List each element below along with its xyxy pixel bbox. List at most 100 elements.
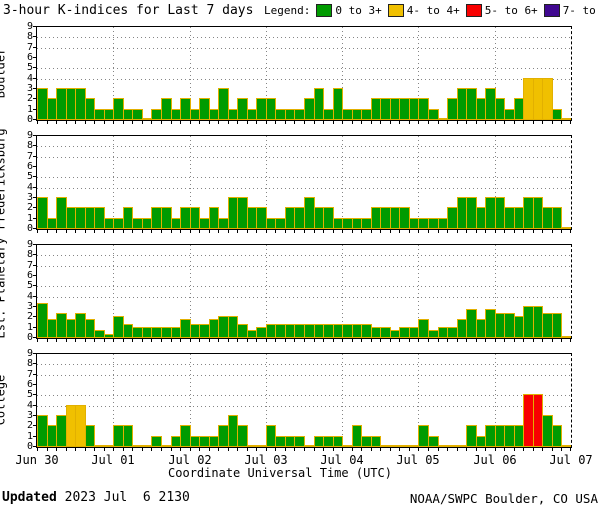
x-axis-tick xyxy=(533,448,534,451)
k-index-bar xyxy=(37,197,48,229)
x-axis-tick xyxy=(85,121,86,124)
x-axis-tick xyxy=(495,230,496,233)
x-axis-tick xyxy=(447,448,448,451)
x-axis-tick xyxy=(333,121,334,124)
x-axis-tick xyxy=(523,121,524,124)
x-axis-tick xyxy=(237,448,238,451)
x-axis-tick xyxy=(104,230,105,233)
k-index-bar xyxy=(123,425,133,447)
legend-item-label: 4- to 4+ xyxy=(406,4,460,17)
k-index-bar xyxy=(85,425,95,447)
x-axis-tick xyxy=(361,230,362,233)
x-axis-tick xyxy=(342,339,343,342)
y-tick-label: 7 xyxy=(26,369,33,380)
x-axis-tick xyxy=(495,121,496,124)
x-axis-tick xyxy=(180,121,181,124)
gridline-v xyxy=(190,136,191,229)
x-axis-tick xyxy=(75,339,76,342)
x-axis-tick xyxy=(514,121,515,124)
y-tick-label: 5 xyxy=(26,389,33,400)
x-axis-tick xyxy=(85,448,86,451)
k-index-bar xyxy=(447,445,458,447)
x-axis-tick xyxy=(409,339,410,342)
y-axis-tick xyxy=(33,316,36,317)
x-axis-tick xyxy=(266,121,267,124)
gridline-h xyxy=(37,146,571,147)
y-axis-tick xyxy=(33,156,36,157)
x-axis-tick xyxy=(228,448,229,451)
station-label: Est. Planetary xyxy=(0,237,8,339)
y-tick-label: 9 xyxy=(26,130,33,141)
gridline-h xyxy=(37,37,571,38)
x-axis-tick xyxy=(380,121,381,124)
y-tick-label: 7 xyxy=(26,42,33,53)
x-axis-tick xyxy=(142,448,143,451)
x-axis-tick xyxy=(523,230,524,233)
gridline-v xyxy=(342,354,343,447)
x-axis-tick xyxy=(466,339,467,342)
x-axis-tick xyxy=(371,230,372,233)
k-index-bar xyxy=(161,445,172,447)
x-axis-title: Coordinate Universal Time (UTC) xyxy=(168,466,392,480)
x-axis-tick xyxy=(171,339,172,342)
x-axis-tick xyxy=(56,448,57,451)
x-axis-tick xyxy=(371,448,372,451)
y-tick-label: 7 xyxy=(26,151,33,162)
x-axis-tick xyxy=(47,339,48,342)
x-axis-tick xyxy=(314,121,315,124)
x-axis-tick xyxy=(399,448,400,451)
y-tick-label: 9 xyxy=(26,239,33,250)
x-axis-tick xyxy=(504,230,505,233)
x-axis-tick xyxy=(447,339,448,342)
gridline-h xyxy=(37,79,571,80)
x-axis-tick xyxy=(342,230,343,233)
x-axis-tick xyxy=(504,121,505,124)
x-axis-tick xyxy=(476,230,477,233)
legend-swatch-0 xyxy=(316,4,333,17)
k-index-bar xyxy=(314,88,324,120)
x-axis-tick xyxy=(151,230,152,233)
x-axis-tick xyxy=(37,339,38,342)
x-axis-tick xyxy=(113,121,114,124)
x-axis-tick xyxy=(294,121,295,124)
k-index-bar xyxy=(342,445,353,447)
updated-label: Updated xyxy=(2,490,57,505)
y-tick-label: 3 xyxy=(26,301,33,312)
y-axis-tick xyxy=(33,405,36,406)
x-axis-tick xyxy=(113,448,114,451)
k-index-bar xyxy=(142,445,152,447)
x-axis-tick xyxy=(428,121,429,124)
y-axis-tick xyxy=(33,78,36,79)
x-axis-tick xyxy=(466,121,467,124)
y-axis-tick xyxy=(33,327,36,328)
x-axis-tick xyxy=(333,230,334,233)
gridline-v xyxy=(495,136,496,229)
y-tick-label: 1 xyxy=(26,104,33,115)
x-axis-tick xyxy=(523,448,524,451)
x-axis-tick xyxy=(199,339,200,342)
x-axis-tick xyxy=(56,230,57,233)
x-axis-tick xyxy=(209,448,210,451)
gridline-v xyxy=(418,27,419,120)
x-axis-tick xyxy=(399,339,400,342)
k-index-bar xyxy=(333,436,343,447)
x-tick-label: Jul 05 xyxy=(396,453,440,467)
y-tick-label: 2 xyxy=(26,93,33,104)
x-axis-tick xyxy=(275,230,276,233)
x-axis-tick xyxy=(342,121,343,124)
x-axis-tick xyxy=(228,230,229,233)
x-axis-tick xyxy=(161,339,162,342)
x-axis-tick xyxy=(352,339,353,342)
x-axis-tick xyxy=(418,339,419,342)
x-axis-tick xyxy=(47,121,48,124)
k-index-bar xyxy=(333,88,343,120)
x-axis-tick xyxy=(371,339,372,342)
y-axis-tick xyxy=(33,228,36,229)
k-index-bar xyxy=(399,445,410,447)
k-index-bar xyxy=(409,445,419,447)
gridline-v xyxy=(266,245,267,338)
x-axis-tick xyxy=(256,230,257,233)
y-axis-tick xyxy=(33,176,36,177)
x-axis-tick xyxy=(180,230,181,233)
x-axis-tick xyxy=(47,230,48,233)
